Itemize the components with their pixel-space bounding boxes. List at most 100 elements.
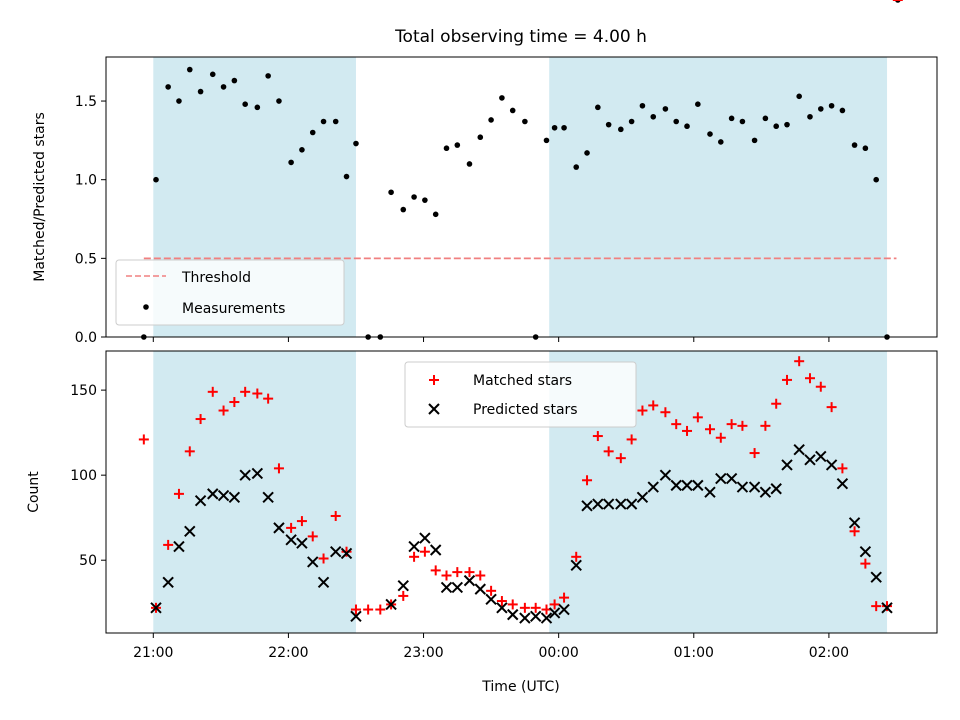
predicted-star-point-b <box>625 498 638 510</box>
predicted-star-point <box>262 491 274 503</box>
predicted-star-point <box>881 602 893 614</box>
measurement-point <box>186 66 193 73</box>
predicted-star-point-b <box>340 547 353 560</box>
predicted-star-point-b <box>636 491 649 503</box>
measurement-point <box>807 113 813 120</box>
legend-matched-marker <box>429 375 439 385</box>
matched-star-point <box>794 356 805 367</box>
predicted-star-point-b <box>419 532 431 544</box>
y-tick-label: 0.5 <box>75 251 97 267</box>
predicted-star-point <box>602 498 615 510</box>
y-tick-label: 0.0 <box>75 330 97 346</box>
predicted-star-point <box>397 580 409 592</box>
measurement-point <box>573 164 580 170</box>
predicted-star-point <box>848 517 861 529</box>
predicted-star-point-b <box>815 450 827 463</box>
matched-star-point <box>496 596 507 607</box>
predicted-star-point-b <box>825 459 838 471</box>
predicted-star-point-b <box>162 576 174 589</box>
measurement-point <box>695 101 701 107</box>
predicted-star-point-b <box>715 472 727 485</box>
measurement-point <box>254 104 261 111</box>
predicted-star-point <box>804 454 816 466</box>
predicted-star-point-b <box>781 459 793 471</box>
measurement-point <box>488 117 494 123</box>
matched-star-point <box>737 420 748 431</box>
measurement-point <box>595 104 601 111</box>
predicted-star-point-b <box>602 498 615 510</box>
predicted-star-point <box>330 545 342 558</box>
matched-star-point <box>350 604 361 615</box>
measurement-point <box>561 124 567 131</box>
predicted-star-point <box>150 602 162 614</box>
predicted-star-point-b <box>519 612 531 624</box>
matched-star-point <box>296 516 307 527</box>
measurement-point <box>739 118 746 125</box>
measurement-point <box>817 106 824 112</box>
measurement-point <box>388 189 394 196</box>
matched-star-point <box>240 386 251 397</box>
predicted-star-point-b <box>440 581 453 594</box>
measurement-point <box>584 150 590 156</box>
matched-star-point <box>263 393 274 404</box>
predicted-star-point-b <box>725 472 738 485</box>
matched-star-point <box>138 434 149 445</box>
predicted-star-point-b <box>184 525 196 537</box>
matched-star-point <box>252 388 263 399</box>
predicted-star-point <box>385 598 397 611</box>
predicted-star-point <box>859 545 872 558</box>
measurement-point <box>432 211 439 218</box>
matched-star-point <box>815 381 826 392</box>
predicted-star-point <box>207 488 219 500</box>
matched-star-point <box>726 419 737 430</box>
y-tick-label: 1.5 <box>75 94 97 110</box>
predicted-star-point <box>340 547 353 560</box>
predicted-star-point-b <box>228 491 241 503</box>
measurement-point <box>618 126 624 133</box>
legend-predicted-label: Predicted stars <box>473 402 578 418</box>
measurement-point <box>231 77 238 84</box>
measurement-point <box>242 101 248 107</box>
matched-star-point <box>637 405 648 416</box>
predicted-star-point <box>625 498 638 510</box>
measurement-point <box>309 129 316 136</box>
predicted-star-point <box>725 472 738 485</box>
predicted-star-point <box>815 450 827 463</box>
matched-star-point <box>559 592 570 603</box>
matched-star-point <box>571 551 582 562</box>
predicted-star-point-b <box>451 581 464 594</box>
ratio-axes-frame <box>105 56 938 338</box>
predicted-star-point-b <box>529 610 542 623</box>
measurement-point <box>400 206 407 213</box>
measurement-point <box>165 84 171 90</box>
ratio-panel: 0.0 0.5 1.0 1.5 Matched/Predicted stars Thr… <box>32 0 938 346</box>
measurement-point <box>839 107 846 114</box>
matched-star-point <box>782 374 793 385</box>
matched-star-point <box>692 412 703 423</box>
predicted-star-point <box>692 479 704 492</box>
matched-star-point <box>330 510 341 521</box>
matched-star-point <box>507 599 518 610</box>
predicted-star-point-b <box>207 488 219 500</box>
matched-star-point <box>464 567 475 578</box>
matched-star-point <box>441 570 452 581</box>
matched-star-point <box>871 601 882 612</box>
predicted-star-point <box>429 544 442 556</box>
matched-star-point <box>715 432 726 443</box>
predicted-star-point <box>836 477 849 490</box>
matched-star-point <box>837 463 848 474</box>
matched-star-point <box>195 414 206 425</box>
predicted-star-point <box>251 467 264 480</box>
predicted-star-point-b <box>397 580 409 592</box>
ratio-y-ticks: 0.0 0.5 1.0 1.5 <box>75 94 106 346</box>
ratio-legend: Threshold Measurements <box>115 259 345 326</box>
measurement-point <box>784 121 790 128</box>
measurement-point <box>728 115 735 122</box>
legend-threshold-label: Threshold <box>181 270 251 286</box>
predicted-star-point <box>540 612 553 624</box>
predicted-star-point <box>659 469 672 481</box>
predicted-star-point-b <box>570 559 582 572</box>
measurement-point <box>639 102 646 109</box>
predicted-star-point <box>770 483 782 495</box>
